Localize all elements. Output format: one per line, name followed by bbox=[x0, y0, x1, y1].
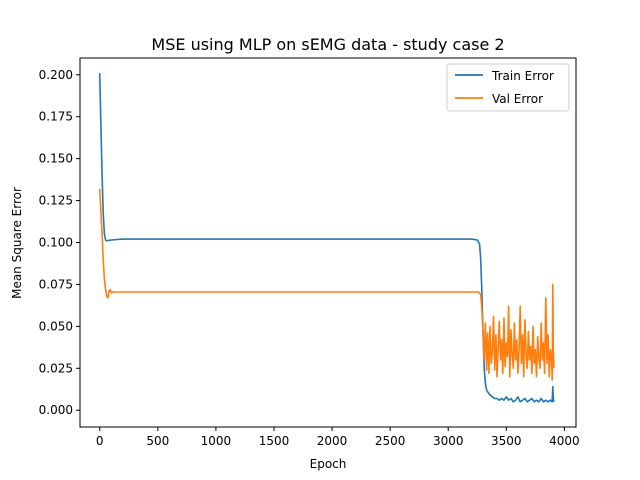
x-tick-label: 4000 bbox=[549, 434, 580, 448]
y-tick-label: 0.175 bbox=[39, 110, 73, 124]
x-tick-label: 1500 bbox=[259, 434, 290, 448]
series-group bbox=[98, 73, 555, 403]
legend-label-val-error: Val Error bbox=[492, 92, 543, 106]
y-tick-label: 0.125 bbox=[39, 194, 73, 208]
y-axis: 0.000 0.025 0.050 0.075 0.100 0.125 0.150 0.175… bbox=[39, 68, 80, 417]
x-tick-label: 3000 bbox=[433, 434, 464, 448]
axes-background bbox=[80, 58, 576, 427]
x-tick-label: 3500 bbox=[491, 434, 522, 448]
y-tick-label: 0.200 bbox=[39, 68, 73, 82]
legend-label-train-error: Train Error bbox=[491, 69, 554, 83]
x-tick-label: 2500 bbox=[375, 434, 406, 448]
x-tick-label: 2000 bbox=[317, 434, 348, 448]
series-line-val-error bbox=[98, 188, 555, 381]
plot-area bbox=[79, 57, 577, 428]
x-tick-label: 1000 bbox=[201, 434, 232, 448]
y-tick-label: 0.075 bbox=[39, 277, 73, 291]
series-line-train-error bbox=[98, 73, 555, 403]
x-axis-label: Epoch bbox=[310, 457, 347, 471]
y-tick-label: 0.100 bbox=[39, 236, 73, 250]
chart-title: MSE using MLP on sEMG data - study case … bbox=[151, 35, 504, 54]
y-tick-label: 0.150 bbox=[39, 152, 73, 166]
x-axis: 0 500 1000 1500 2000 2500 3000 3500 4000 bbox=[96, 427, 580, 448]
y-tick-label: 0.000 bbox=[39, 403, 73, 417]
x-tick-label: 500 bbox=[146, 434, 169, 448]
x-tick-label: 0 bbox=[96, 434, 104, 448]
y-axis-label: Mean Square Error bbox=[10, 187, 24, 299]
legend: Train Error Val Error bbox=[446, 63, 570, 112]
y-tick-label: 0.025 bbox=[39, 361, 73, 375]
y-tick-label: 0.050 bbox=[39, 319, 73, 333]
